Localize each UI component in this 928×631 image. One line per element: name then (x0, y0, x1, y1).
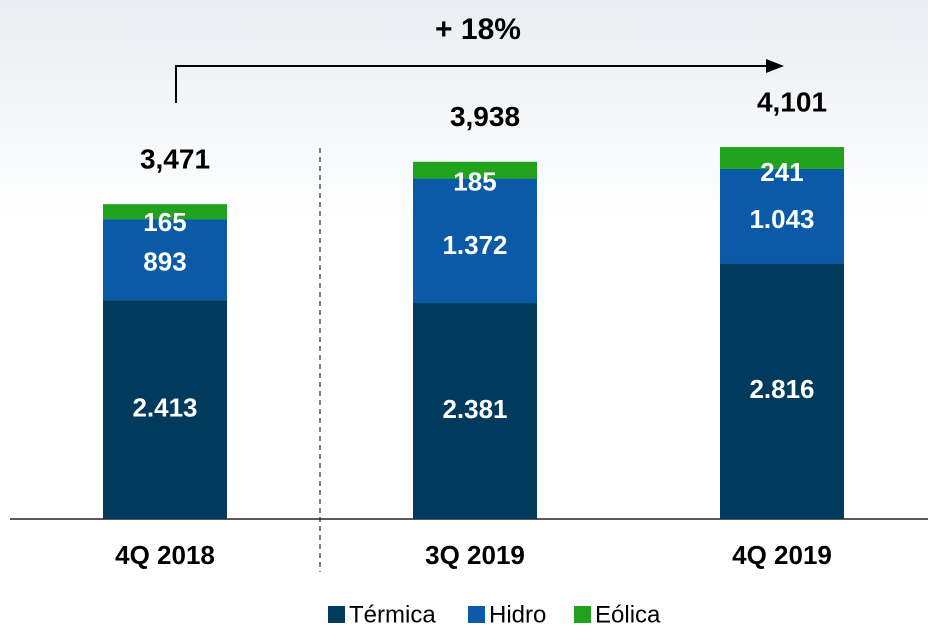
value-label: 1.043 (749, 204, 814, 234)
value-label: 1.372 (442, 230, 507, 260)
total-label: 3,471 (140, 144, 210, 175)
value-label: 241 (760, 157, 803, 187)
x-tick-label: 4Q 2019 (732, 540, 832, 570)
legend-label: Eólica (595, 601, 661, 628)
legend-swatch (468, 606, 485, 623)
legend-label: Hidro (489, 601, 546, 628)
bar-segment (413, 161, 537, 179)
value-label: 185 (453, 166, 496, 196)
value-label: 165 (143, 207, 186, 237)
value-label: 2.413 (132, 392, 197, 422)
x-tick-label: 3Q 2019 (425, 540, 525, 570)
value-label: 2.816 (749, 374, 814, 404)
legend-swatch (328, 606, 345, 623)
x-tick-label: 4Q 2018 (115, 540, 215, 570)
arrow (175, 65, 768, 103)
bar-segment (720, 147, 844, 169)
legend-label: Térmica (349, 601, 436, 628)
bar-segment (103, 219, 227, 301)
bar-segment (413, 178, 537, 304)
bar-segment (720, 168, 844, 264)
bar-segment (103, 300, 227, 519)
bar-segment (103, 204, 227, 220)
value-label: 893 (143, 247, 186, 277)
legend-swatch (574, 606, 591, 623)
total-label: 3,938 (450, 101, 520, 132)
value-label: 2.381 (442, 394, 507, 424)
total-label: 4,101 (757, 86, 827, 117)
bar-segment (720, 263, 844, 519)
bar-segment (413, 303, 537, 519)
annotation: + 18% (435, 13, 521, 46)
arrow-head (766, 59, 784, 73)
